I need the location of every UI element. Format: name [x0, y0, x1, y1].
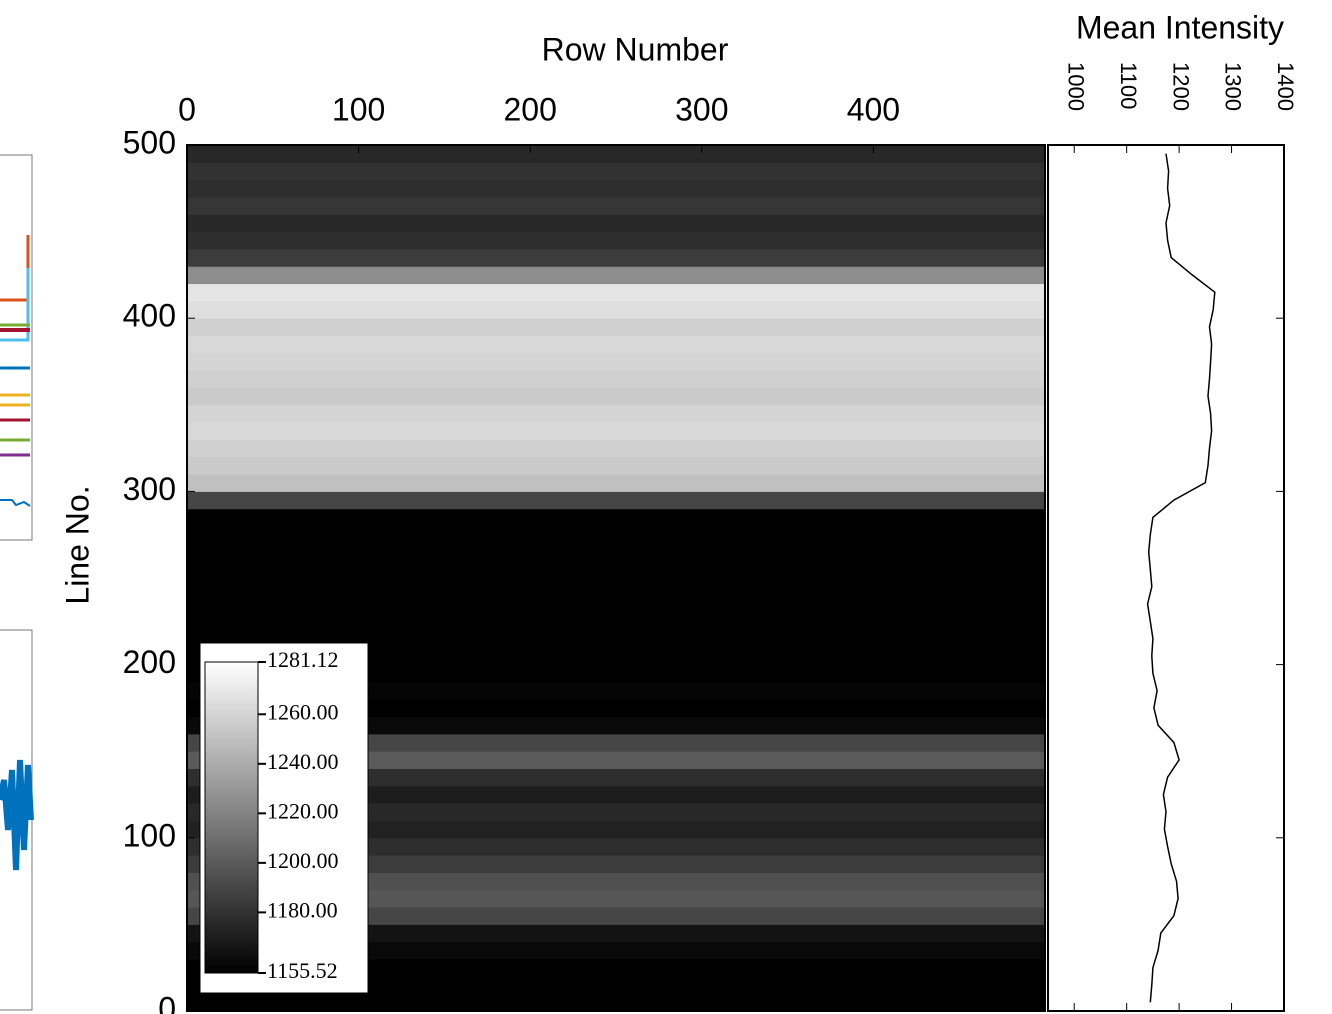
- heatmap-row: [187, 387, 1045, 406]
- heatmap-row: [187, 578, 1045, 596]
- heatmap-row: [187, 422, 1045, 440]
- x-tick-label: 200: [504, 91, 557, 127]
- colorbar-label: 1200.00: [267, 848, 339, 873]
- heatmap-row: [187, 456, 1045, 475]
- heatmap-row: [187, 214, 1045, 233]
- value-tick-label: 1400: [1273, 62, 1298, 111]
- y-tick-label: 500: [123, 124, 176, 160]
- colorbar-label: 1260.00: [267, 699, 339, 724]
- colorbar-label: 1155.52: [267, 958, 338, 983]
- heatmap-row: [187, 318, 1045, 337]
- y-tick-label: 100: [123, 817, 176, 853]
- heatmap-row: [187, 681, 1045, 700]
- heatmap-row: [187, 820, 1045, 839]
- heatmap-row: [187, 526, 1045, 544]
- heatmap-row: [187, 768, 1045, 787]
- intensity-line: [1146, 153, 1216, 1003]
- heatmap-row: [187, 785, 1045, 804]
- y-tick-label: 300: [123, 471, 176, 507]
- heatmap-row: [187, 751, 1045, 770]
- heatmap-row: [187, 543, 1045, 562]
- heatmap-row: [187, 474, 1045, 492]
- heatmap-row: [187, 560, 1045, 579]
- x-tick-label: 100: [332, 91, 385, 127]
- colorbar: [204, 661, 259, 974]
- x-axis-title: Row Number: [542, 31, 729, 67]
- heatmap-row: [187, 595, 1045, 614]
- heatmap-row: [187, 196, 1045, 215]
- heatmap-row: [187, 716, 1045, 735]
- heatmap-row: [187, 664, 1045, 683]
- heatmap-row: [187, 248, 1045, 267]
- colorbar-label: 1281.12: [267, 647, 339, 672]
- colorbar-label: 1220.00: [267, 798, 339, 823]
- heatmap-row: [187, 733, 1045, 752]
- line-frame: [1047, 144, 1285, 1012]
- heatmap-row: [187, 145, 1045, 163]
- line-title: Mean Intensity: [1076, 9, 1284, 45]
- colorbar-label: 1240.00: [267, 749, 339, 774]
- heatmap-row: [187, 803, 1045, 821]
- heatmap-row: [187, 283, 1045, 302]
- y-tick-label: 200: [123, 644, 176, 680]
- heatmap-row: [187, 300, 1045, 319]
- heatmap-row: [187, 370, 1045, 388]
- x-tick-label: 300: [675, 91, 728, 127]
- heatmap-row: [187, 941, 1045, 960]
- heatmap-row: [187, 647, 1045, 666]
- heatmap-row: [187, 699, 1045, 718]
- heatmap-row: [187, 612, 1045, 631]
- heatmap-row: [187, 872, 1045, 891]
- heatmap-row: [187, 837, 1045, 856]
- heatmap-row: [187, 993, 1045, 1012]
- heatmap-row: [187, 352, 1045, 371]
- heatmap-row: [187, 855, 1045, 873]
- heatmap-row: [187, 266, 1045, 285]
- heatmap-row: [187, 179, 1045, 198]
- plot-frame: [186, 144, 1046, 1012]
- heatmap-row: [187, 508, 1045, 527]
- heatmap-row: [187, 907, 1045, 925]
- heatmap-row: [187, 629, 1045, 648]
- value-tick-label: 1200: [1168, 62, 1193, 111]
- value-tick-label: 1300: [1221, 62, 1246, 111]
- value-tick-label: 1000: [1063, 62, 1088, 111]
- heatmap-row: [187, 231, 1045, 250]
- y-tick-label: 0: [158, 990, 176, 1014]
- heatmap-row: [187, 439, 1045, 458]
- heatmap-row: [187, 924, 1045, 943]
- y-axis-title: Line No.: [59, 485, 95, 604]
- cropped-panels: [0, 154, 34, 1011]
- value-tick-label: 1100: [1116, 62, 1141, 109]
- y-tick-label: 400: [123, 298, 176, 334]
- heatmap-row: [187, 976, 1045, 995]
- heatmap-row: [187, 491, 1045, 510]
- heatmap-row: [187, 959, 1045, 977]
- heatmap-row: [187, 335, 1045, 354]
- heatmap-row: [187, 404, 1045, 423]
- heatmap-row: [187, 162, 1045, 181]
- x-tick-label: 400: [847, 91, 900, 127]
- x-tick-label: 0: [178, 91, 196, 127]
- heatmap-row: [187, 889, 1045, 908]
- colorbar-label: 1180.00: [267, 897, 338, 922]
